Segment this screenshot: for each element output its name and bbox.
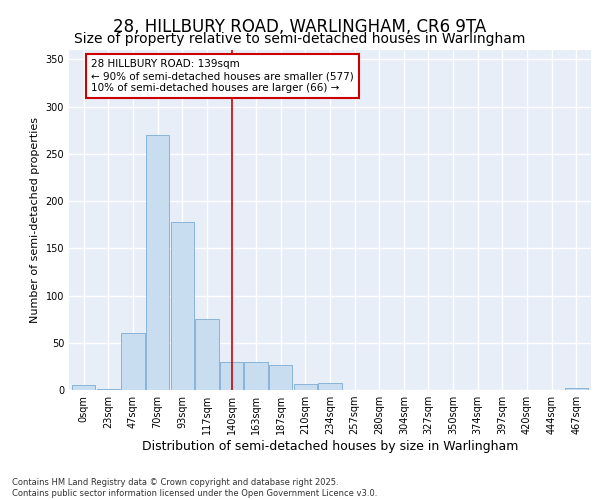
Bar (565, 388, 588, 390)
Text: 28 HILLBURY ROAD: 139sqm
← 90% of semi-detached houses are smaller (577)
10% of : 28 HILLBURY ROAD: 139sqm ← 90% of semi-d… (91, 60, 354, 92)
Bar (319, 384, 341, 390)
Bar (170, 222, 194, 390)
Bar (195, 319, 218, 390)
Bar (244, 362, 268, 390)
Bar (220, 362, 243, 390)
X-axis label: Distribution of semi-detached houses by size in Warlingham: Distribution of semi-detached houses by … (142, 440, 518, 453)
Text: Contains HM Land Registry data © Crown copyright and database right 2025.
Contai: Contains HM Land Registry data © Crown c… (12, 478, 377, 498)
Y-axis label: Number of semi-detached properties: Number of semi-detached properties (30, 117, 40, 323)
Bar (293, 384, 317, 390)
Bar (269, 364, 292, 390)
Bar (72, 386, 95, 390)
Text: Size of property relative to semi-detached houses in Warlingham: Size of property relative to semi-detach… (74, 32, 526, 46)
Bar (121, 334, 145, 390)
Bar (97, 389, 120, 390)
Text: 28, HILLBURY ROAD, WARLINGHAM, CR6 9TA: 28, HILLBURY ROAD, WARLINGHAM, CR6 9TA (113, 18, 487, 36)
Bar (146, 135, 169, 390)
